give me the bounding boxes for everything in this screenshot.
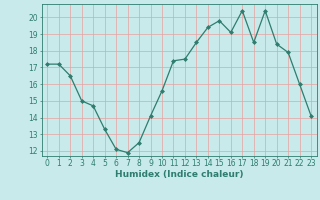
X-axis label: Humidex (Indice chaleur): Humidex (Indice chaleur) [115,170,244,179]
